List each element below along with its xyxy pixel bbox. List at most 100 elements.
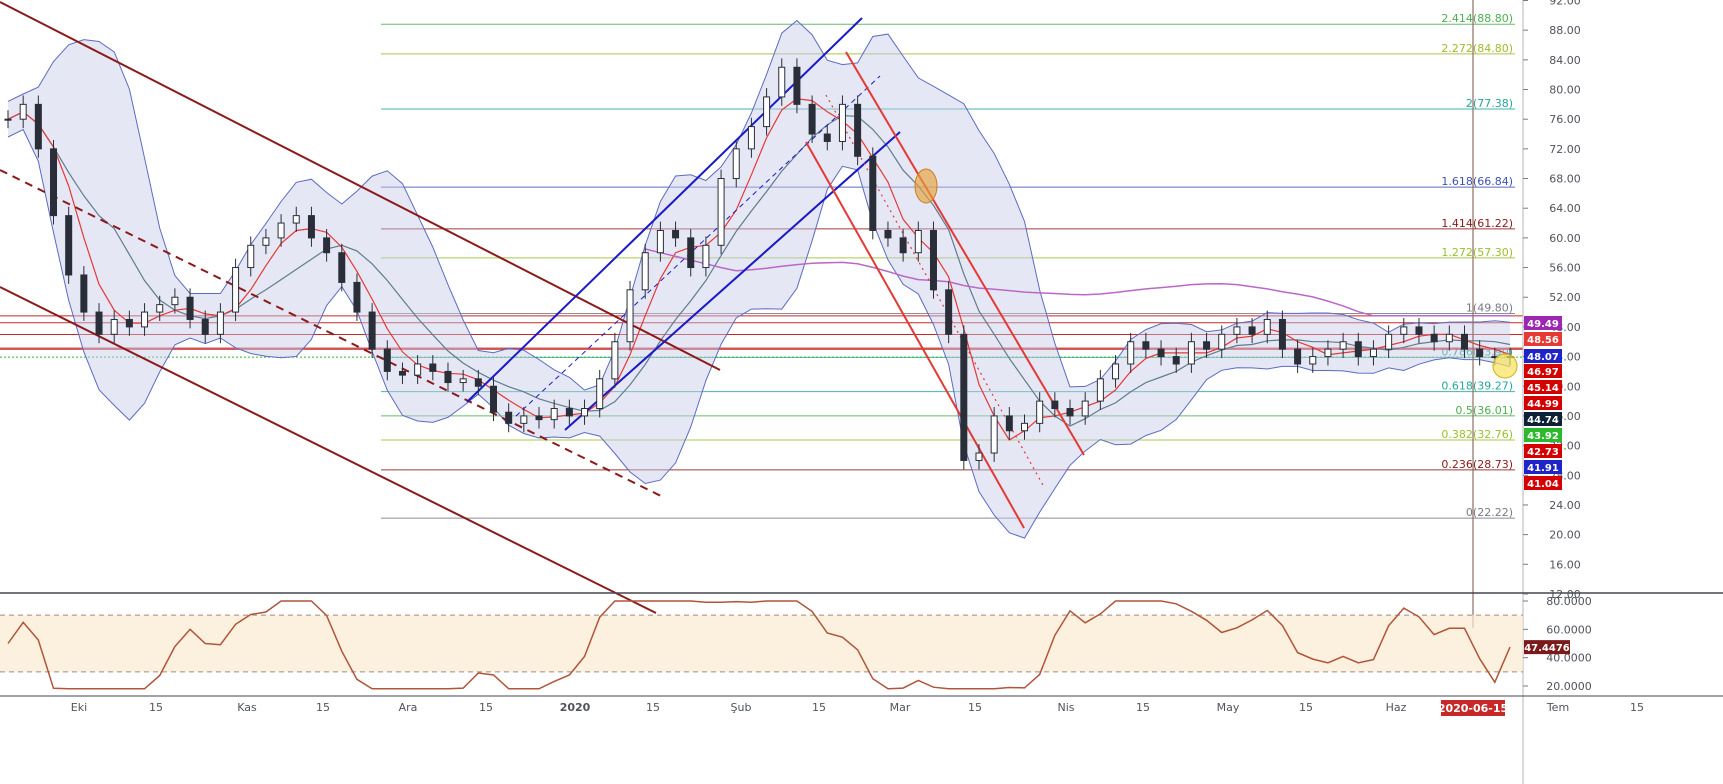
price-tag-bg	[1524, 349, 1562, 363]
time-tick-label: Nis	[1057, 701, 1074, 714]
candle	[975, 444, 983, 470]
candle	[201, 310, 209, 344]
candle-body	[565, 408, 573, 417]
markers-layer	[914, 168, 1518, 379]
candle	[687, 228, 695, 277]
candle	[641, 243, 649, 299]
highlight-ellipse-yellow	[1492, 353, 1518, 379]
rsi-tick-label: 60.0000	[1546, 623, 1592, 636]
candle-body	[474, 378, 482, 387]
candle	[1445, 325, 1453, 351]
candle-body	[1066, 408, 1074, 417]
candle-body	[505, 411, 513, 424]
bollinger-layer	[7, 19, 1511, 539]
candle-body	[141, 311, 149, 328]
candle	[960, 325, 968, 470]
candle-body	[414, 363, 422, 376]
candle	[292, 206, 300, 232]
candle	[520, 407, 528, 433]
candle	[1278, 310, 1286, 359]
fib-level-label: 0.5(36.01)	[1455, 404, 1513, 417]
candle	[429, 355, 437, 381]
candle	[884, 221, 892, 247]
price-tag: 49.49	[1524, 316, 1562, 330]
candle	[1369, 340, 1377, 366]
candle	[505, 403, 513, 433]
price-tag-bg	[1524, 332, 1562, 346]
candle	[596, 369, 604, 418]
fib-level-label: 0.618(39.27)	[1441, 380, 1513, 393]
candle-body	[95, 311, 103, 335]
candle	[383, 340, 391, 381]
candle-body	[1218, 333, 1226, 350]
time-tick-label: Tem	[1546, 701, 1569, 714]
bollinger-band-fill	[8, 20, 1510, 539]
candle-body	[1021, 422, 1029, 432]
candle-body	[945, 289, 953, 335]
candle	[186, 288, 194, 329]
candle-body	[535, 415, 543, 421]
price-tick-label: 76.00	[1549, 113, 1581, 126]
candle	[232, 258, 240, 321]
moving-average-long	[645, 248, 1510, 317]
candle-body	[1445, 333, 1453, 343]
candle	[1233, 318, 1241, 344]
price-tick-label: 72.00	[1549, 143, 1581, 156]
candle	[838, 95, 846, 151]
candle-body	[338, 252, 346, 283]
fib-level-label: 2.414(88.80)	[1441, 12, 1513, 25]
candle-body	[1278, 318, 1286, 350]
candle-body	[1005, 415, 1013, 432]
candle-body	[1051, 400, 1059, 410]
price-tick-label: 64.00	[1549, 202, 1581, 215]
fib-level-label: 2.272(84.80)	[1441, 42, 1513, 55]
candle-body	[1036, 400, 1044, 424]
time-tick-label: 15	[1630, 701, 1644, 714]
candle	[717, 169, 725, 255]
price-tag-label: 42.73	[1527, 447, 1559, 458]
bear-channel-mid	[0, 169, 666, 499]
candle-body	[960, 333, 968, 461]
candle	[1066, 399, 1074, 425]
candles-layer	[4, 58, 1514, 470]
candle-body	[186, 296, 194, 320]
candle	[1127, 332, 1135, 373]
candle-body	[672, 229, 680, 239]
candle-body	[383, 348, 391, 372]
candle-body	[398, 370, 406, 376]
price-tag-bg	[1524, 428, 1562, 442]
candle-body	[247, 244, 255, 269]
candle-body	[611, 341, 619, 380]
candle	[1248, 318, 1256, 344]
candle	[1385, 325, 1393, 359]
candle-body	[1263, 318, 1271, 335]
moving-average-layer	[7, 98, 1511, 441]
candle	[1157, 340, 1165, 366]
price-tag-label: 41.04	[1527, 479, 1559, 490]
candle	[565, 399, 573, 425]
candle	[1354, 332, 1362, 366]
candle	[368, 303, 376, 359]
time-tick-label: Kas	[237, 701, 257, 714]
candle-body	[1112, 363, 1120, 380]
price-tag-label: 44.74	[1527, 415, 1559, 426]
bear-channel-lower	[0, 286, 657, 614]
candle-body	[368, 311, 376, 350]
candle-body	[216, 311, 224, 335]
candle-body	[1324, 348, 1332, 358]
time-tick-label: Şub	[731, 701, 752, 714]
candle-body	[277, 222, 285, 239]
candle-body	[763, 96, 771, 128]
candle-body	[444, 370, 452, 384]
candle-body	[19, 103, 27, 120]
candle-body	[596, 378, 604, 410]
time-tick-label: 15	[646, 701, 660, 714]
price-tag-label: 41.91	[1527, 463, 1559, 474]
rsi-line	[7, 600, 1511, 690]
time-tick-label: 15	[812, 701, 826, 714]
time-tick-label: 15	[479, 701, 493, 714]
price-tag-bg	[1524, 364, 1562, 378]
date-marker-tag: 2020-06-15	[1438, 700, 1508, 716]
candle-body	[1203, 341, 1211, 350]
